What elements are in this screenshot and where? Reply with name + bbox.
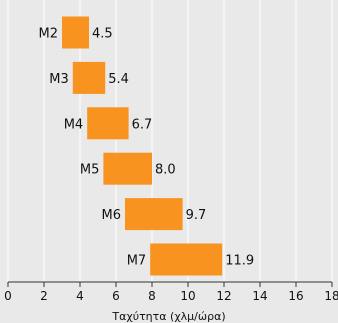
x-tick-label: 6: [112, 289, 120, 303]
value-label: 4.5: [92, 27, 113, 42]
category-label: M5: [80, 163, 100, 178]
bar-m5: [103, 152, 152, 185]
x-tick-label: 4: [76, 289, 84, 303]
category-label: M6: [102, 208, 122, 223]
x-axis: 0 2 4 6 8 10 12 14 16 18: [4, 281, 338, 303]
x-tick-label: 0: [4, 289, 12, 303]
labels: M2 4.5 M3 5.4 M4 6.7 M5 8.0 M6 9.7 M7 11.9: [39, 27, 255, 269]
x-axis-title: Ταχύτητα (χλμ/ώρα): [111, 310, 225, 323]
category-label: M4: [64, 117, 84, 132]
bar-m6: [125, 198, 183, 231]
x-tick-label: 2: [40, 289, 48, 303]
x-tick-label: 12: [216, 289, 231, 303]
value-label: 11.9: [225, 254, 254, 269]
bar-m7: [150, 243, 223, 276]
x-tick-label: 8: [148, 289, 156, 303]
bar-m4: [87, 107, 129, 140]
bar-m2: [62, 16, 89, 49]
x-tick-label: 14: [252, 289, 267, 303]
value-label: 6.7: [132, 117, 153, 132]
bars: [62, 16, 223, 276]
x-tick-label: 10: [180, 289, 195, 303]
value-label: 9.7: [186, 208, 207, 223]
x-tick-label: 16: [288, 289, 303, 303]
value-label: 8.0: [155, 163, 176, 178]
bar-m3: [72, 61, 106, 94]
category-label: M7: [127, 254, 147, 269]
grid: [7, 0, 333, 282]
value-label: 5.4: [108, 72, 129, 87]
category-label: M3: [49, 72, 69, 87]
category-label: M2: [39, 27, 59, 42]
x-tick-label: 18: [324, 289, 338, 303]
